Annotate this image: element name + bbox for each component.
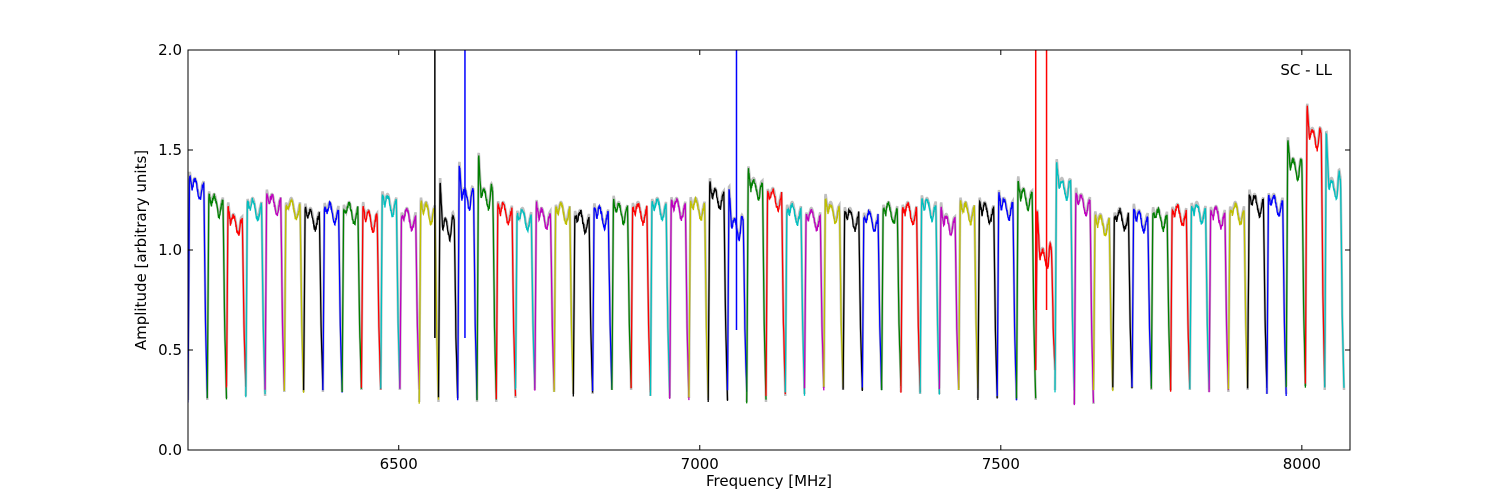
channel-trace-27 [707,181,729,403]
y-tick-label: 1.5 [158,141,182,159]
channel-trace-10 [380,194,401,389]
channel-trace-46 [1073,192,1095,406]
channel-trace-8 [341,201,363,393]
channel-trace-55 [1246,194,1268,389]
channel-trace-34 [842,207,863,392]
axis-ticks: 6500 7000 7500 8000 0.0 0.5 1.0 1.5 2.0 [158,41,1350,473]
y-tick-label: 0.0 [158,441,182,459]
channel-trace-52 [1189,203,1210,390]
channel-trace-31 [784,202,806,396]
channel-trace-56 [1266,194,1287,397]
channel-trace-30 [765,188,786,397]
channel-trace-29 [746,168,767,404]
y-tick-label: 2.0 [158,41,182,59]
channel-trace-14 [457,165,478,401]
channel-trace-26 [688,195,709,398]
channel-trace-0 [188,174,208,403]
channel-trace-7 [322,199,343,393]
channel-trace-6 [302,206,324,391]
channel-trace-53 [1208,205,1230,393]
channel-trace-13 [437,182,459,400]
x-axis-label: Frequency [MHz] [706,472,832,490]
plot-content [188,50,1346,406]
channel-trace-18 [534,201,555,391]
channel-trace-49 [1131,208,1152,388]
channel-trace-39 [938,206,960,390]
channel-trace-4 [264,193,285,390]
channel-trace-32 [803,208,825,391]
channel-trace-45 [1054,162,1075,393]
x-tick-label: 7000 [681,455,719,473]
channel-trace-23 [630,203,652,393]
y-tick-label: 1.0 [158,241,182,259]
channel-trace-17 [514,207,536,390]
channel-trace-19 [553,201,574,394]
channel-trace-16 [495,201,517,400]
x-tick-label: 8000 [1283,455,1321,473]
x-tick-label: 7500 [982,455,1020,473]
channel-trace-9 [360,206,382,390]
channel-trace-40 [958,200,979,391]
channel-trace-57 [1285,140,1307,388]
channel-trace-48 [1112,207,1133,389]
y-axis-label: Amplitude [arbitrary units] [132,150,150,350]
channel-trace-41 [977,199,998,401]
channel-trace-2 [225,206,247,388]
channel-trace-1 [206,193,228,400]
channel-trace-3 [245,197,266,398]
channel-trace-47 [1092,214,1114,392]
channel-trace-44 [1035,211,1056,371]
channel-trace-58 [1304,105,1326,387]
channel-trace-22 [611,198,632,391]
channel-trace-37 [900,202,921,393]
channel-trace-33 [823,197,844,388]
channel-trace-54 [1227,202,1249,390]
x-tick-label: 6500 [380,455,418,473]
channel-trace-15 [476,155,497,401]
channel-trace-24 [649,198,671,396]
channel-trace-38 [919,198,941,395]
channel-trace-21 [591,203,613,392]
channel-trace-36 [880,201,902,391]
channel-trace-11 [399,207,420,390]
panel-annotation: SC - LL [1280,61,1332,79]
channel-trace-5 [283,197,305,393]
channel-trace-59 [1324,132,1345,388]
channel-trace-25 [669,197,690,401]
channel-trace-42 [996,192,1018,401]
y-tick-label: 0.5 [158,341,182,359]
channel-trace-43 [1015,180,1037,399]
channel-trace-35 [861,208,883,391]
channel-trace-50 [1150,206,1172,392]
channel-trace-20 [572,209,594,397]
channel-trace-51 [1169,203,1191,392]
